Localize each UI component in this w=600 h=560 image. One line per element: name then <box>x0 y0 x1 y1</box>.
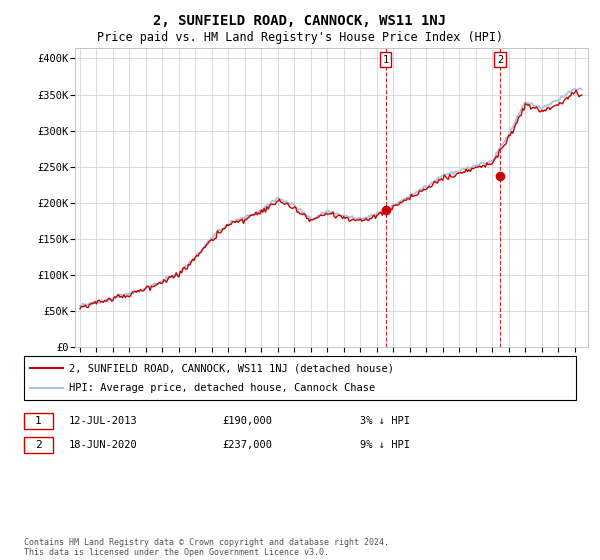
Text: 18-JUN-2020: 18-JUN-2020 <box>69 440 138 450</box>
Point <box>495 171 505 180</box>
Text: HPI: Average price, detached house, Cannock Chase: HPI: Average price, detached house, Cann… <box>69 383 375 393</box>
Text: 1: 1 <box>35 416 42 426</box>
Text: 2, SUNFIELD ROAD, CANNOCK, WS11 1NJ (detached house): 2, SUNFIELD ROAD, CANNOCK, WS11 1NJ (det… <box>69 363 394 373</box>
Point <box>381 206 391 214</box>
Text: 2: 2 <box>35 440 42 450</box>
Text: Price paid vs. HM Land Registry's House Price Index (HPI): Price paid vs. HM Land Registry's House … <box>97 31 503 44</box>
Text: 2: 2 <box>497 55 503 65</box>
Text: 1: 1 <box>383 55 389 65</box>
Text: 3% ↓ HPI: 3% ↓ HPI <box>360 416 410 426</box>
Text: 2, SUNFIELD ROAD, CANNOCK, WS11 1NJ: 2, SUNFIELD ROAD, CANNOCK, WS11 1NJ <box>154 14 446 28</box>
Text: £237,000: £237,000 <box>222 440 272 450</box>
Text: Contains HM Land Registry data © Crown copyright and database right 2024.
This d: Contains HM Land Registry data © Crown c… <box>24 538 389 557</box>
Text: £190,000: £190,000 <box>222 416 272 426</box>
Text: 12-JUL-2013: 12-JUL-2013 <box>69 416 138 426</box>
Text: 9% ↓ HPI: 9% ↓ HPI <box>360 440 410 450</box>
